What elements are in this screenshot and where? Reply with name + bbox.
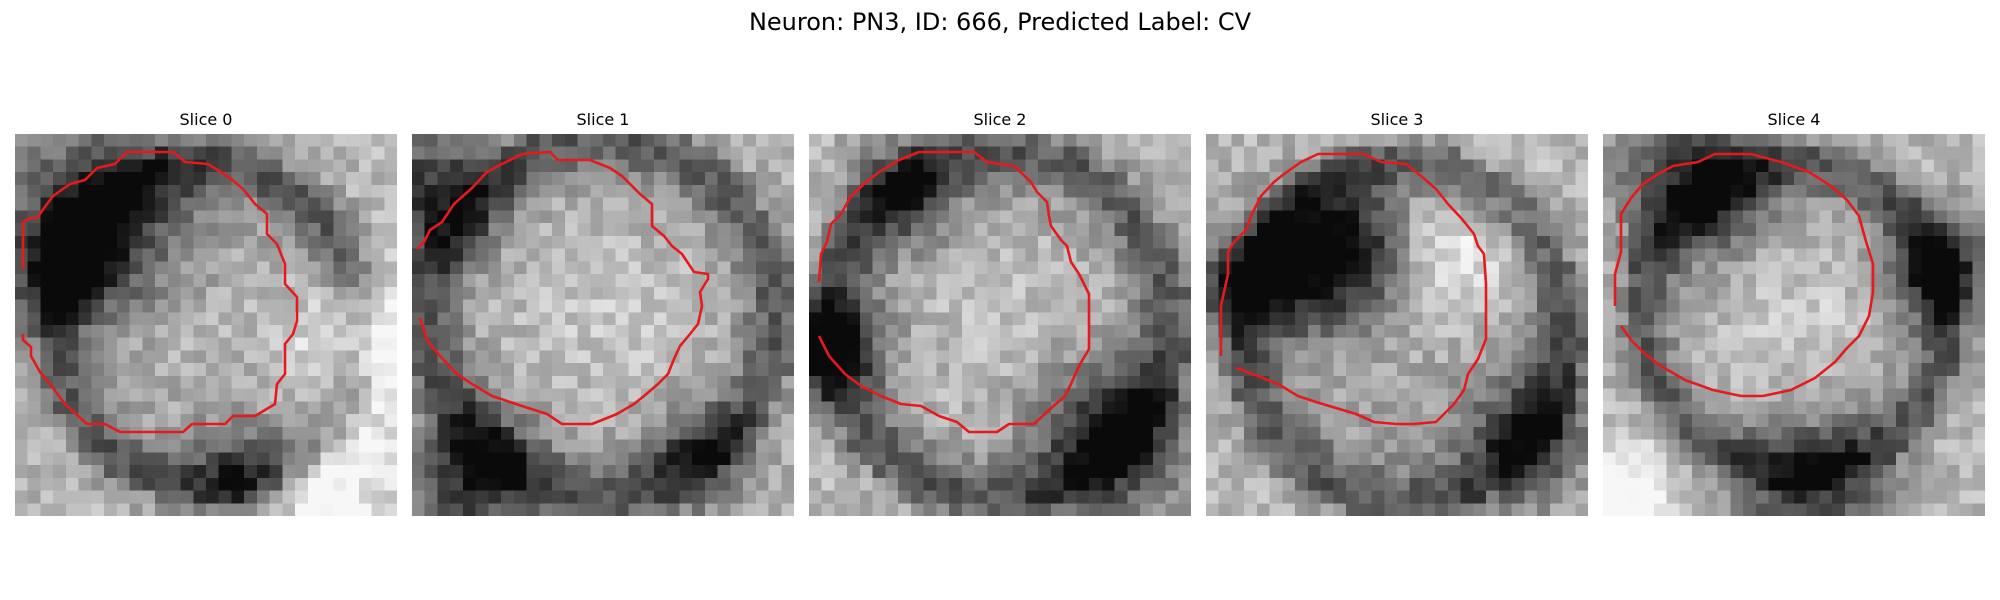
slice-image (15, 134, 397, 516)
segmentation-contour (1219, 152, 1488, 426)
slice-title: Slice 2 (973, 110, 1027, 129)
slice-panel-3: Slice 3 (1206, 110, 1588, 516)
slice-panel-0: Slice 0 (15, 110, 397, 516)
pixel-grid (809, 134, 1191, 516)
segmentation-contour (21, 150, 299, 434)
slice-title: Slice 0 (179, 110, 233, 129)
segmentation-contour (416, 150, 710, 426)
pixel-grid (1603, 134, 1985, 516)
slice-title: Slice 4 (1767, 110, 1821, 129)
slice-panel-1: Slice 1 (412, 110, 794, 516)
slice-image (809, 134, 1191, 516)
slice-image (412, 134, 794, 516)
slice-title: Slice 3 (1370, 110, 1424, 129)
slice-image (1206, 134, 1588, 516)
pixel-grid (15, 134, 397, 516)
slice-title: Slice 1 (576, 110, 630, 129)
segmentation-contour (817, 150, 1091, 434)
pixel-grid (412, 134, 794, 516)
figure-title: Neuron: PN3, ID: 666, Predicted Label: C… (748, 8, 1252, 36)
slice-panel-4: Slice 4 (1603, 110, 1985, 516)
segmentation-contour (1613, 152, 1875, 398)
slice-panel-2: Slice 2 (809, 110, 1191, 516)
slice-image (1603, 134, 1985, 516)
pixel-grid (1206, 134, 1588, 516)
